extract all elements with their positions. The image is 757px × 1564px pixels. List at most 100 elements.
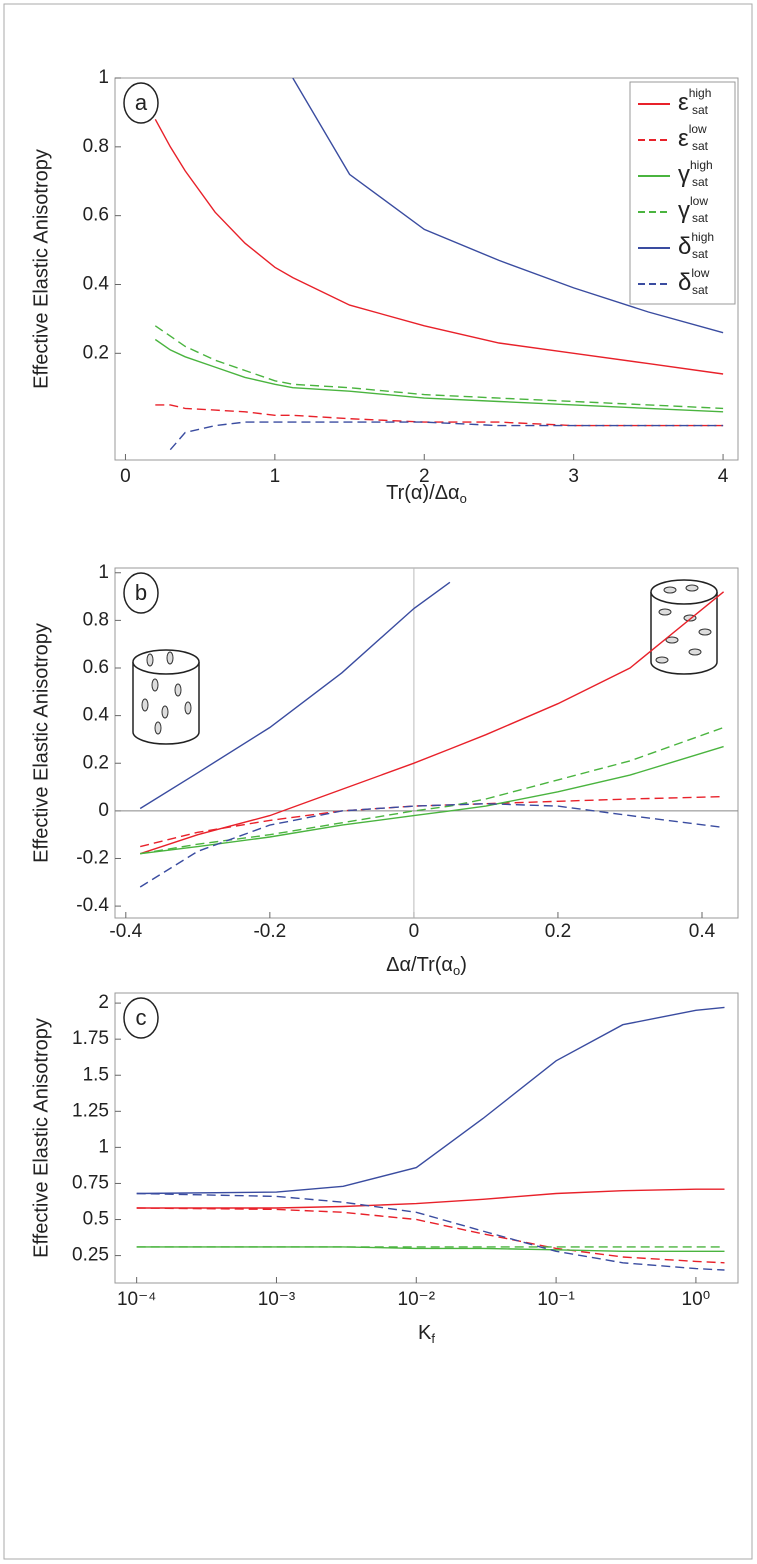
x-tick-label: 10⁻³ [258,1289,296,1310]
x-tick-label: 10⁻⁴ [117,1289,156,1310]
legend-superscript: low [690,194,708,208]
y-axis-label: Effective Elastic Anisotropy [30,623,52,863]
series-line [136,1207,725,1264]
legend-symbol: γ [678,197,690,224]
legend-symbol: γ [678,161,690,188]
x-axis-label-part: ) [460,954,467,976]
series-line [136,1188,725,1209]
series-line [154,325,724,410]
series-line [154,118,724,375]
y-axis-label: Effective Elastic Anisotropy [30,149,52,389]
plot-frame [114,567,739,919]
y-tick-label: 1.75 [72,1028,109,1049]
x-axis-label-part: o [453,963,460,978]
y-tick-label: 1.25 [72,1100,109,1121]
y-tick-label: 1 [98,1136,109,1157]
y-tick-label: 0.4 [83,274,110,295]
legend-subscript: sat [692,283,709,297]
plot-area [139,581,725,888]
y-tick-label: 0.2 [83,342,109,363]
series-line [169,421,724,451]
legend-symbol: δ [678,269,691,296]
legend-symbol: δ [678,233,691,260]
y-tick-label: -0.2 [76,847,109,868]
series-line [292,78,724,334]
x-axis-label: Tr(α)/Δαo [386,482,467,506]
series-line [139,581,451,810]
x-axis-label: Δα/Tr(αo) [386,954,467,978]
legend-label: εhigh sat [678,86,711,117]
legend-subscript: sat [692,247,709,261]
panel-badge [123,82,159,124]
legend-label: εlow sat [678,122,709,153]
legend-superscript: high [691,230,714,244]
legend-superscript: low [689,122,707,136]
x-tick-label: 0.2 [545,921,571,942]
x-axis-label: Kf [418,1322,435,1346]
y-axis-label: Effective Elastic Anisotropy [30,1018,52,1258]
panel-label: b [135,580,147,605]
y-tick-label: 0.5 [83,1209,109,1230]
legend-subscript: sat [692,175,709,189]
series-line [139,802,724,888]
y-tick-label: 0.8 [83,136,109,157]
legend-superscript: high [690,158,713,172]
x-tick-label: 1 [270,466,281,487]
x-tick-label: 10⁰ [682,1289,711,1310]
plot-frame [114,992,739,1284]
x-axis-label-part: o [460,491,467,506]
x-tick-label: 2 [419,466,430,487]
x-tick-label: -0.2 [253,921,286,942]
legend-symbol: ε [678,89,689,116]
panel-badge [123,997,159,1039]
x-tick-label: 10⁻¹ [537,1289,575,1310]
series-line [140,726,724,855]
panel-label: a [135,90,148,115]
legend-label: γhigh sat [678,158,713,189]
plot-area [154,78,724,451]
y-tick-label: 0 [98,800,109,821]
series-line [140,745,724,855]
legend-label: δhigh sat [678,230,714,261]
series-line [136,1006,725,1195]
legend-box [629,81,736,305]
series-line [136,1192,725,1271]
y-tick-label: 1 [98,562,109,583]
legend-subscript: sat [692,103,709,117]
x-tick-label: 0 [409,921,420,942]
legend-superscript: low [691,266,709,280]
legend-label: γlow sat [678,194,709,225]
y-tick-label: 0.75 [72,1172,109,1193]
x-tick-label: 3 [568,466,579,487]
x-axis-label-part: Δα/Tr(α [386,954,453,976]
legend-subscript: sat [692,139,709,153]
y-tick-label: 0.6 [83,205,109,226]
x-tick-label: 10⁻² [398,1289,436,1310]
cylinder-left [132,649,200,745]
cylinder-right [650,579,718,675]
y-tick-label: 0.2 [83,752,109,773]
panel-label: c [136,1005,147,1030]
legend-subscript: sat [692,211,709,225]
x-axis-label-part: f [431,1331,435,1346]
series-line [154,338,724,413]
x-axis-label-part: Tr(α)/Δα [386,482,460,504]
x-axis-label-part: K [418,1322,432,1344]
series-line [139,591,725,855]
x-tick-label: 0 [120,466,131,487]
x-tick-label: 0.4 [689,921,716,942]
y-tick-label: 0.4 [83,705,110,726]
panel-badge [123,572,159,614]
y-tick-label: 0.25 [72,1245,109,1266]
y-tick-label: 0.8 [83,609,109,630]
y-tick-label: 1.5 [83,1064,109,1085]
y-tick-label: 0.6 [83,657,109,678]
legend-symbol: ε [678,125,689,152]
x-tick-label: -0.4 [109,921,142,942]
outer-frame [3,3,753,1560]
y-tick-label: 1 [98,67,109,88]
series-line [140,795,724,848]
legend-label: δlow sat [678,266,710,297]
x-tick-label: 4 [718,466,729,487]
legend-superscript: high [689,86,712,100]
